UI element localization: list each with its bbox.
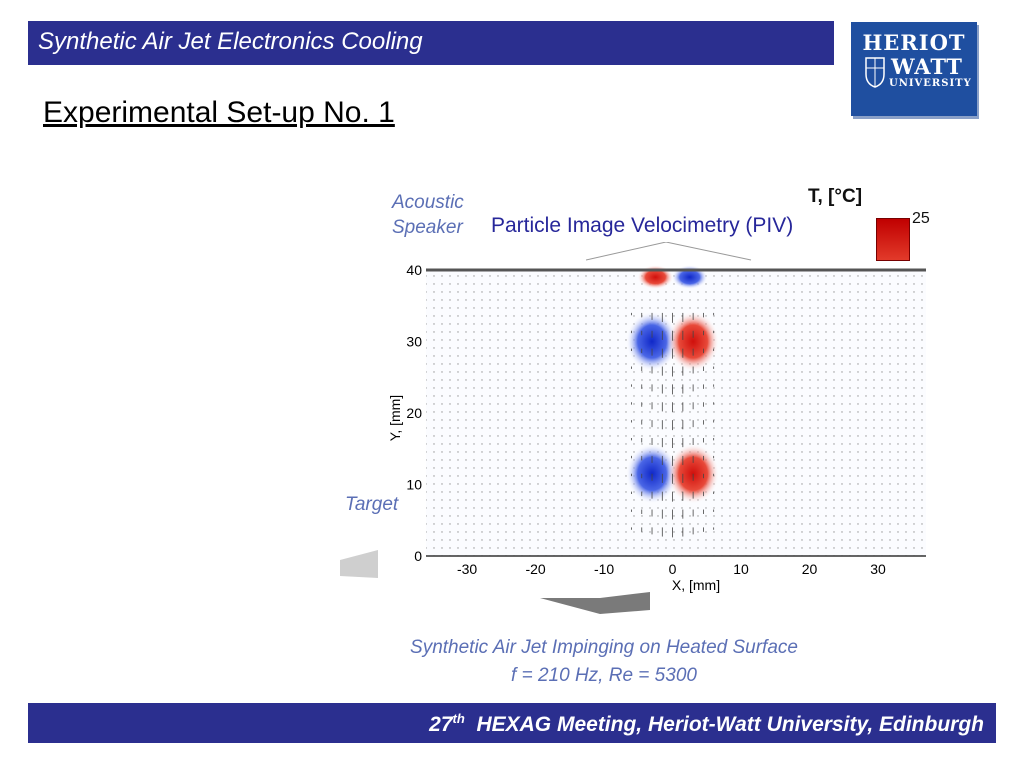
x-tick-label: -20	[525, 561, 545, 577]
university-logo: HERIOT WATT UNIVERSITY	[851, 22, 977, 116]
piv-callout-label: Particle Image Velocimetry (PIV)	[489, 214, 796, 238]
vortex-positive	[667, 311, 720, 372]
y-tick-label: 10	[406, 477, 422, 493]
header-title: Synthetic Air Jet Electronics Cooling	[38, 28, 423, 55]
vortex-negative	[626, 311, 679, 372]
x-axis-label: X, [mm]	[672, 577, 720, 593]
logo-text-heriot: HERIOT	[862, 30, 966, 55]
piv-plot: -30 -20 -10 0 10 20 30 0 10 20 30 40 X, [mm] Y, [mm…	[387, 262, 926, 593]
background-wedge	[340, 550, 378, 578]
slide-title: Experimental Set-up No. 1	[43, 96, 395, 129]
axis-ticks: -30 -20 -10 0 10 20 30 0 10 20 30 40	[406, 262, 886, 577]
figure-caption: Synthetic Air Jet Impinging on Heated Su…	[372, 634, 836, 690]
background-wedge-bottom	[540, 592, 650, 614]
target-label: Target	[345, 494, 399, 515]
caption-line-1: Synthetic Air Jet Impinging on Heated Su…	[410, 637, 798, 658]
footer-text: 27th HEXAG Meeting, Heriot-Watt Universi…	[429, 711, 984, 736]
x-tick-label: 0	[669, 561, 677, 577]
colorbar-max-label: 25	[912, 210, 930, 227]
temperature-colorbar	[876, 218, 910, 261]
x-tick-label: 10	[733, 561, 749, 577]
x-tick-label: 30	[870, 561, 886, 577]
caption-line-2: f = 210 Hz, Re = 5300	[511, 665, 697, 686]
x-tick-label: 20	[802, 561, 818, 577]
footer-bar: 27th HEXAG Meeting, Heriot-Watt Universi…	[28, 703, 996, 743]
logo-text-watt: WATT	[891, 54, 963, 79]
logo-text-university: UNIVERSITY	[889, 78, 972, 89]
y-tick-label: 20	[406, 405, 422, 421]
y-tick-label: 30	[406, 334, 422, 350]
y-axis-label: Y, [mm]	[387, 395, 403, 441]
temperature-label: T, [°C]	[808, 186, 863, 207]
y-tick-label: 40	[406, 262, 422, 278]
velocity-arrows	[631, 312, 715, 538]
header-banner: Synthetic Air Jet Electronics Cooling	[28, 21, 834, 65]
x-tick-label: -10	[594, 561, 614, 577]
speaker-label: Acoustic Speaker	[392, 192, 464, 238]
x-tick-label: -30	[457, 561, 477, 577]
callout-lines	[586, 242, 752, 261]
crest-icon	[865, 57, 885, 88]
y-tick-label: 0	[414, 548, 422, 564]
